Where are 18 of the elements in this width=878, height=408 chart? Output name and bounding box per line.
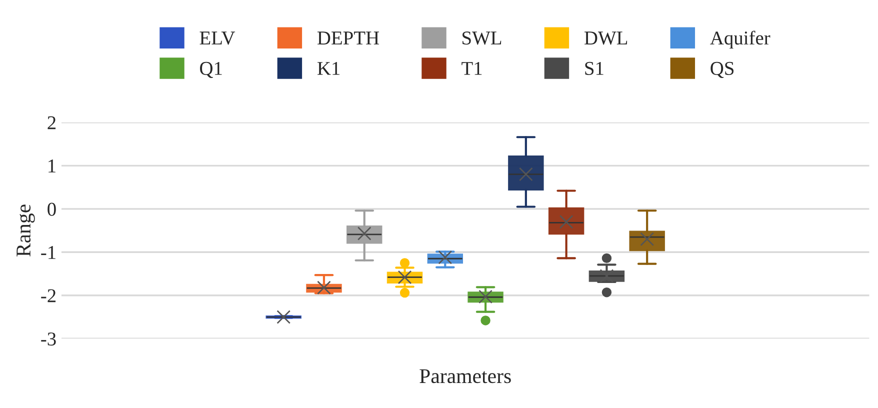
y-tick-label: -3 <box>41 332 56 346</box>
legend-label: Aquifer <box>710 30 770 49</box>
y-tick-label: -2 <box>41 289 56 302</box>
y-tick-label: 1 <box>48 160 56 172</box>
legend-label: Q1 <box>200 62 222 78</box>
y-tick-label: 2 <box>48 116 56 130</box>
legend-label: QS <box>710 62 734 78</box>
legend-label: S1 <box>585 62 604 75</box>
y-tick-label: -1 <box>41 246 56 259</box>
x-axis-title: Parameters <box>420 369 511 384</box>
legend-label: DWL <box>584 32 628 45</box>
y-tick-label: 0 <box>48 202 56 216</box>
y-axis-title: Range <box>16 204 35 257</box>
legend-label: K1 <box>317 62 340 75</box>
legend-label: SWL <box>462 32 502 45</box>
legend-label: DEPTH <box>317 32 379 44</box>
legend-label: ELV <box>200 32 236 45</box>
legend-label: T1 <box>462 62 482 75</box>
